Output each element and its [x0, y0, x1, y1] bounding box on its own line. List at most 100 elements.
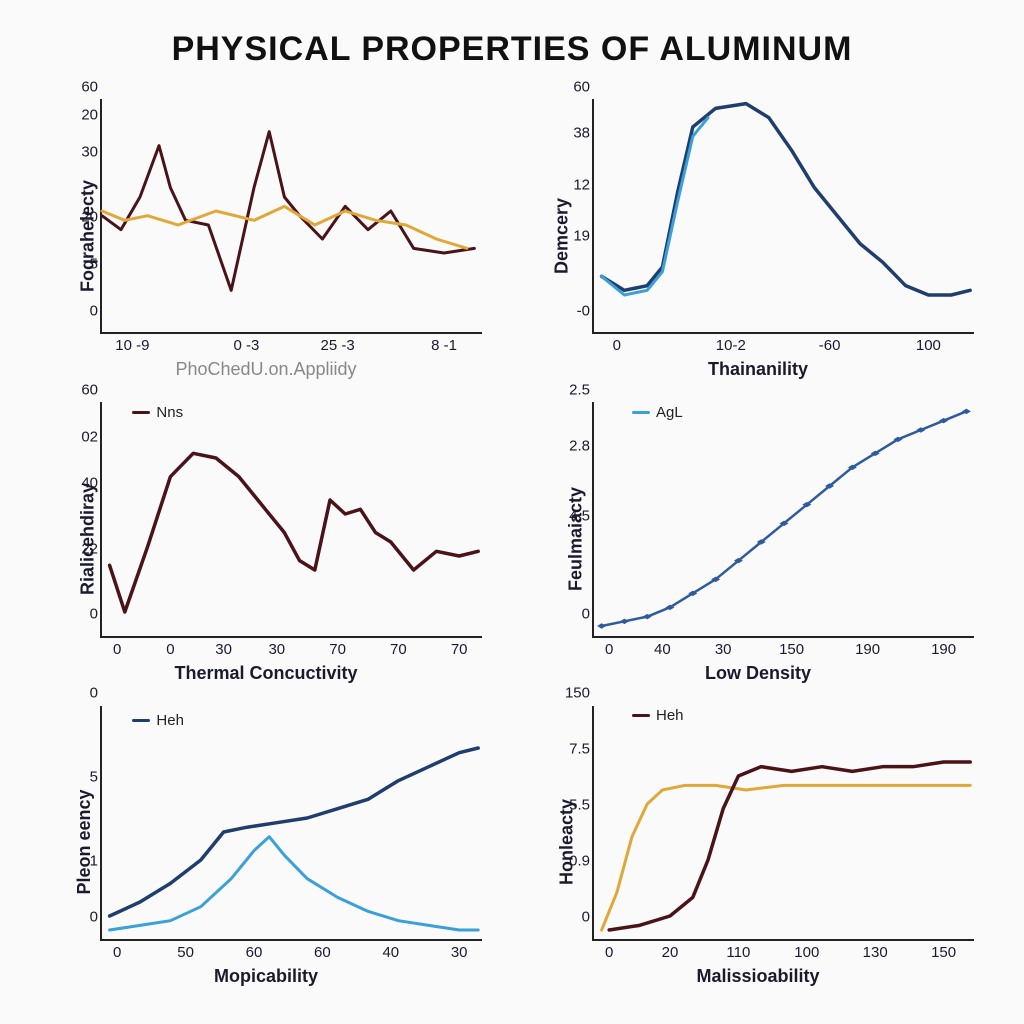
x-tick: 70 — [390, 641, 407, 658]
chart-svg — [594, 402, 974, 635]
chart-panel-4: Pleon eency Mopicability 051005060604030He… — [40, 696, 492, 989]
y-tick: 40 — [58, 475, 98, 492]
x-tick: 60 — [246, 944, 263, 961]
chart-grid: FoqrahelectyPhoChedU.on.Appliidy60203020… — [40, 89, 984, 989]
y-tick: 0 — [58, 685, 98, 702]
y-tick: 60 — [58, 78, 98, 95]
y-tick: 30 — [58, 144, 98, 161]
x-tick: 8 -1 — [431, 337, 457, 354]
plot-area: 1507.55.50.90020110100130150Heh — [592, 706, 974, 941]
y-tick: 0 — [550, 909, 590, 926]
x-tick: 50 — [177, 944, 194, 961]
chart-svg — [102, 99, 482, 332]
y-tick: 0 — [58, 909, 98, 926]
x-axis-label: PhoChedU.on.Appliidy — [175, 359, 356, 380]
y-tick: -0 — [550, 302, 590, 319]
chart-svg — [594, 706, 974, 939]
x-tick: 30 — [715, 641, 732, 658]
y-tick: 20 — [58, 209, 98, 226]
y-axis-label: Pleon eency — [74, 790, 95, 895]
x-tick: 150 — [931, 944, 956, 961]
x-tick: 130 — [863, 944, 888, 961]
series-line — [602, 412, 967, 627]
x-tick: 40 — [654, 641, 671, 658]
page-title: PHYSICAL PROPERTIES OF ALUMINUM — [40, 30, 984, 69]
y-axis-label: Foqrahelecty — [78, 180, 99, 292]
x-tick: 30 — [268, 641, 285, 658]
x-axis-label: Thermal Concuctivity — [174, 663, 357, 684]
series-line — [102, 132, 474, 291]
y-tick: 12 — [550, 176, 590, 193]
x-tick: 10-2 — [716, 337, 746, 354]
x-tick: 70 — [451, 641, 468, 658]
series-line — [602, 118, 708, 295]
y-tick: 0.9 — [550, 853, 590, 870]
plot-area: 600240220003030707070Nns — [100, 402, 482, 637]
chart-panel-3: Feulmaiacty Low Density 2.52.84.5004030150… — [532, 392, 984, 685]
y-tick: 2.5 — [550, 382, 590, 399]
chart-panel-0: Foqrahelecty PhoChedU.on.Appliidy 60203020… — [40, 89, 492, 382]
x-tick: 110 — [726, 944, 750, 961]
x-tick: 20 — [662, 944, 679, 961]
x-tick: 0 — [113, 641, 121, 658]
y-tick: 0 — [550, 606, 590, 623]
x-tick: -60 — [819, 337, 841, 354]
y-axis-label: Feulmaiacty — [566, 487, 587, 591]
series-line — [602, 785, 971, 930]
x-tick: 10 -9 — [115, 337, 149, 354]
series-line — [110, 454, 479, 613]
x-axis-label: Mopicability — [214, 966, 318, 987]
x-tick: 190 — [855, 641, 880, 658]
chart-panel-5: HonleactyMalissioability1507.55.50.90020… — [532, 696, 984, 989]
x-tick: 0 — [605, 641, 613, 658]
x-tick: 0 — [166, 641, 174, 658]
y-tick: 5.5 — [550, 797, 590, 814]
x-axis-label: Malissioability — [696, 966, 819, 987]
x-tick: 0 — [605, 944, 613, 961]
x-tick: 190 — [931, 641, 956, 658]
y-tick: 0 — [58, 302, 98, 319]
x-tick: 25 -3 — [320, 337, 354, 354]
series-line — [609, 762, 970, 930]
y-tick: 1 — [58, 853, 98, 870]
y-tick: 60 — [58, 382, 98, 399]
chart-svg — [102, 706, 482, 939]
chart-svg — [594, 99, 974, 332]
x-axis-label: Thainanility — [708, 359, 808, 380]
y-tick: 02 — [58, 428, 98, 445]
chart-panel-2: Rialicehdiray Thermal Concuctivity 6002402… — [40, 392, 492, 685]
x-tick: 30 — [215, 641, 232, 658]
series-line — [110, 836, 479, 929]
y-tick: 38 — [550, 125, 590, 142]
x-tick: 100 — [916, 337, 941, 354]
y-axis-label: Rialicehdiray — [78, 483, 99, 595]
y-tick: 5 — [58, 769, 98, 786]
x-axis-label: Low Density — [705, 663, 811, 684]
series-marker — [620, 619, 629, 624]
x-tick: 40 — [382, 944, 399, 961]
plot-area: 051005060604030Heh — [100, 706, 482, 941]
y-tick: 2.8 — [550, 438, 590, 455]
y-tick: 19 — [550, 228, 590, 245]
x-tick: 0 — [613, 337, 621, 354]
x-tick: 150 — [779, 641, 804, 658]
x-tick: 30 — [451, 944, 468, 961]
plot-area: 60381219-0010-2-60100 — [592, 99, 974, 334]
y-tick: 4.5 — [550, 508, 590, 525]
y-tick: 22 — [58, 540, 98, 557]
series-line — [602, 104, 971, 295]
series-marker — [597, 624, 606, 629]
x-tick: 100 — [794, 944, 819, 961]
y-tick: 150 — [550, 685, 590, 702]
y-tick: 0 — [58, 606, 98, 623]
x-tick: 60 — [314, 944, 331, 961]
plot-area: 2.52.84.5004030150190190AgL — [592, 402, 974, 637]
chart-svg — [102, 402, 482, 635]
x-tick: 0 — [113, 944, 121, 961]
y-tick: 5 — [58, 256, 98, 273]
plot-area: 602030205010 -90 -325 -38 -1 — [100, 99, 482, 334]
x-tick: 0 -3 — [233, 337, 259, 354]
series-line — [110, 748, 479, 916]
chart-panel-1: DemceryThainanility60381219-0010-2-60100 — [532, 89, 984, 382]
x-tick: 70 — [329, 641, 346, 658]
